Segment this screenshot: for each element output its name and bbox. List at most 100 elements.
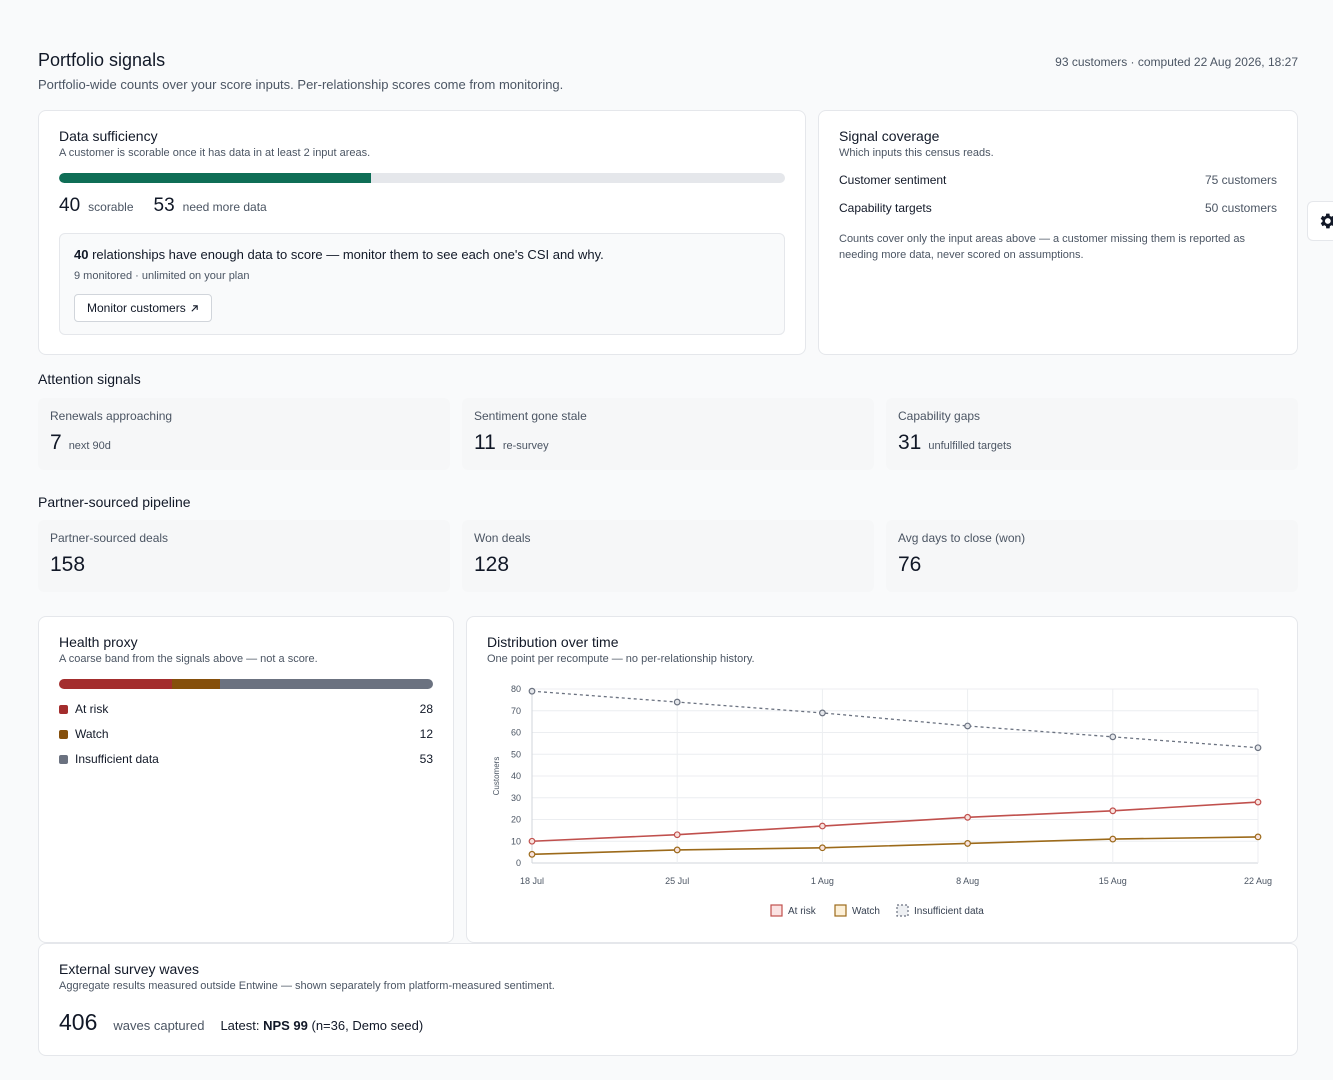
scorable-count: 40 xyxy=(59,195,81,216)
card-subtitle: Which inputs this census reads. xyxy=(839,147,994,159)
settings-tab[interactable] xyxy=(1307,201,1333,241)
y-tick-label: 30 xyxy=(511,793,521,803)
data-point xyxy=(673,831,681,839)
legend-row: Insufficient data 53 xyxy=(59,752,433,766)
health-segment-at-risk xyxy=(59,679,172,689)
latest-value: NPS 99 xyxy=(263,1018,308,1033)
callout-text: 40 relationships have enough data to sco… xyxy=(74,247,770,262)
need-more-label: need more data xyxy=(182,200,267,214)
stat-label: Partner-sourced deals xyxy=(50,531,169,545)
stat-value: 11 xyxy=(474,431,496,454)
legend-row: At risk 28 xyxy=(59,702,433,716)
legend-label: At risk xyxy=(788,906,817,917)
legend-label: Watch xyxy=(852,906,880,917)
stat-label: Sentiment gone stale xyxy=(474,409,587,423)
data-point xyxy=(1109,835,1117,843)
attention-stats: Renewals approaching 7 next 90d Sentiment… xyxy=(38,398,1298,470)
stat-unit: re-survey xyxy=(502,440,549,452)
external-stats: 406 waves captured Latest: NPS 99 (n=36,… xyxy=(59,1009,1277,1036)
health-stacked-bar xyxy=(59,679,433,689)
health-segment-insufficient xyxy=(219,679,433,689)
y-tick-label: 10 xyxy=(511,836,521,846)
scorable-label: scorable xyxy=(88,200,134,214)
legend-value: 53 xyxy=(419,752,433,766)
coverage-row: Customer sentiment 75 customers xyxy=(839,173,1277,187)
data-point xyxy=(819,709,826,717)
stat-label: Capability gaps xyxy=(898,409,981,423)
page-header: Portfolio signals Portfolio-wide counts … xyxy=(38,50,1298,92)
swatch-watch xyxy=(59,729,68,739)
stat-tile: Avg days to close (won) 76 xyxy=(886,520,1298,592)
data-point xyxy=(673,698,681,706)
need-more-count: 53 xyxy=(153,195,175,216)
stat-value: 128 xyxy=(474,553,510,576)
data-point xyxy=(1109,733,1117,741)
stat-value: 76 xyxy=(898,553,922,576)
pipeline-section-title: Partner-sourced pipeline xyxy=(38,494,191,510)
stat-tile: Capability gaps 31 unfulfilled targets xyxy=(886,398,1298,470)
sufficiency-bar xyxy=(59,173,785,183)
stat-tile: Renewals approaching 7 next 90d xyxy=(38,398,450,470)
monitor-customers-label: Monitor customers xyxy=(87,301,186,315)
distribution-chart: 0 10 20 30 40 50 60 70 80 18 Jul 25 Jul 1 Aug 8 Aug 1… xyxy=(492,684,1272,917)
coverage-label: Capability targets xyxy=(839,201,932,215)
data-point xyxy=(1254,833,1262,841)
pipeline-stats: Partner-sourced deals 158 Won deals 128 … xyxy=(38,520,1298,592)
legend-row: Watch 12 xyxy=(59,727,433,741)
computed-meta: 93 customers · computed 22 Aug 2026, 18:… xyxy=(1055,55,1298,69)
data-point xyxy=(528,850,536,858)
data-point xyxy=(528,837,536,845)
data-point xyxy=(1254,798,1262,806)
gear-icon xyxy=(1320,213,1333,229)
stat-value: 7 xyxy=(50,431,62,454)
signal-coverage-card: Signal coverage Which inputs this census… xyxy=(818,110,1298,355)
sufficiency-bar-fill xyxy=(59,173,372,183)
coverage-label: Customer sentiment xyxy=(839,173,947,187)
data-point xyxy=(673,846,681,854)
coverage-row: Capability targets 50 customers xyxy=(839,201,1277,215)
card-title: Health proxy xyxy=(59,634,138,650)
card-title: External survey waves xyxy=(59,961,200,977)
y-tick-label: 20 xyxy=(511,815,521,825)
legend-value: 12 xyxy=(419,727,433,741)
health-proxy-card: Health proxy A coarse band from the sign… xyxy=(38,616,454,943)
legend-swatch xyxy=(770,904,783,917)
stat-tile: Won deals 128 xyxy=(462,520,874,592)
series-line xyxy=(531,836,1259,856)
y-tick-label: 0 xyxy=(516,858,521,868)
data-point xyxy=(1254,744,1262,752)
legend-value: 28 xyxy=(419,702,433,716)
card-title: Distribution over time xyxy=(487,634,619,650)
data-point xyxy=(964,813,972,821)
data-point xyxy=(819,822,826,830)
distribution-card: Distribution over time One point per rec… xyxy=(466,616,1298,943)
y-tick-label: 50 xyxy=(511,749,521,759)
callout-count: 40 xyxy=(74,247,89,262)
stat-unit: unfulfilled targets xyxy=(928,440,1012,452)
data-point xyxy=(964,840,972,847)
coverage-value: 75 customers xyxy=(1204,173,1277,187)
card-title: Signal coverage xyxy=(839,128,940,144)
monitor-customers-button[interactable]: Monitor customers xyxy=(74,294,212,322)
x-tick-label: 8 Aug xyxy=(956,876,979,886)
x-tick-label: 18 Jul xyxy=(520,876,544,886)
stat-label: Renewals approaching xyxy=(50,409,173,423)
legend-label: Insufficient data xyxy=(914,906,984,917)
card-subtitle: One point per recompute — no per-relatio… xyxy=(487,653,755,665)
y-tick-label: 60 xyxy=(511,728,521,738)
monitor-callout: 40 relationships have enough data to sco… xyxy=(59,233,785,335)
y-axis-label: Customers xyxy=(492,757,501,796)
latest-suffix: (n=36, Demo seed) xyxy=(307,1018,424,1033)
callout-body: relationships have enough data to score … xyxy=(88,247,604,262)
data-point xyxy=(1109,807,1117,815)
external-survey-card: External survey waves Aggregate results … xyxy=(38,943,1298,1056)
legend-swatch xyxy=(896,904,909,917)
legend-label: Insufficient data xyxy=(75,752,159,766)
data-point xyxy=(964,722,972,730)
data-sufficiency-card: Data sufficiency A customer is scorable … xyxy=(38,110,806,355)
latest-wave: Latest: NPS 99 (n=36, Demo seed) xyxy=(220,1018,423,1033)
x-tick-label: 15 Aug xyxy=(1099,876,1127,886)
stat-value: 158 xyxy=(50,553,86,576)
waves-label: waves captured xyxy=(113,1018,205,1033)
x-tick-label: 25 Jul xyxy=(665,876,689,886)
